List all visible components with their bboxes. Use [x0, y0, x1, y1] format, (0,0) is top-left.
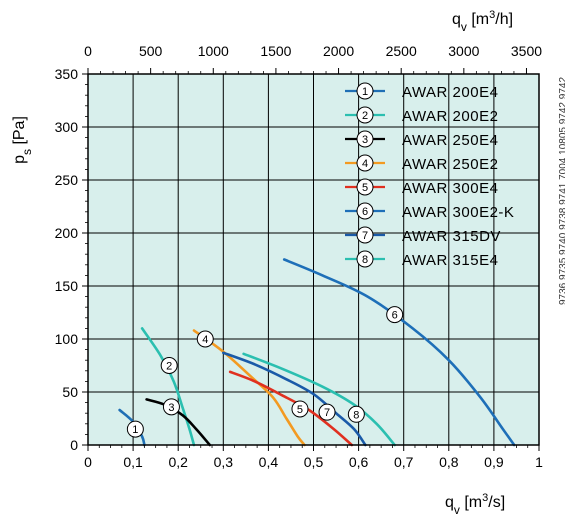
legend-label-1: AWAR 200E4: [402, 84, 498, 101]
curve-3: [145, 398, 212, 447]
side-code-text: 9736 9735 9740 9738 9741 7004 10805 9742…: [558, 77, 565, 305]
legend-marker-number: 5: [362, 182, 368, 194]
bottom-tick-label: 0,5: [304, 454, 324, 470]
left-tick-label: 150: [55, 278, 79, 294]
bottom-tick-label: 0,3: [214, 454, 234, 470]
top-tick-label: 3000: [448, 43, 479, 59]
bottom-tick-label: 0,1: [123, 454, 143, 470]
legend-marker-4: [356, 154, 374, 172]
left-tick-label: 50: [62, 384, 78, 400]
curve-label-5: 5: [297, 404, 303, 416]
top-tick-label: 500: [139, 43, 163, 59]
bottom-tick-label: 0,9: [484, 454, 504, 470]
left-tick-label: 350: [55, 66, 79, 82]
ticks: 0 0,1 0,2 0,3 0,4 0,5 0,6 0,7 0,8 0,9 105010015020…: [55, 43, 543, 470]
curve-label-marker-4: [196, 330, 214, 348]
bottom-tick-label: 1: [535, 454, 543, 470]
bottom-axis-title: qv [m3/s]: [445, 492, 505, 517]
legend-label-7: AWAR 315DV: [402, 228, 501, 245]
curve-label-marker-8: [347, 405, 365, 423]
bottom-tick-label: 0,6: [349, 454, 369, 470]
left-tick-label: 250: [55, 172, 79, 188]
top-tick-label: 1000: [198, 43, 229, 59]
curve-label-marker-2: [160, 357, 178, 374]
curve-2: [140, 327, 196, 447]
legend-marker-1: [356, 82, 374, 100]
curve-label-4: 4: [202, 334, 208, 346]
legend-marker-8: [356, 250, 374, 268]
legend-marker-number: 4: [362, 158, 368, 170]
curve-label-3: 3: [168, 402, 174, 414]
legend-label-4: AWAR 250E2: [402, 156, 498, 173]
legend-marker-7: [356, 226, 374, 244]
curve-label-7: 7: [324, 407, 330, 419]
legend-marker-number: 2: [362, 110, 368, 122]
left-tick-label: 0: [70, 437, 78, 453]
curve-label-marker-7: [318, 403, 336, 421]
curve-label-marker-5: [291, 400, 309, 418]
legend-label-6: AWAR 300E2-K: [402, 204, 514, 221]
legend-marker-number: 8: [362, 254, 368, 266]
curve-label-2: 2: [166, 361, 172, 373]
legend-marker-number: 6: [362, 206, 368, 218]
top-tick-label: 2000: [323, 43, 354, 59]
top-tick-label: 0: [84, 43, 92, 59]
bottom-tick-label: 0,8: [439, 454, 459, 470]
curve-6: [282, 258, 516, 447]
curve-8: [242, 352, 396, 447]
legend-marker-2: [356, 106, 374, 124]
legend-marker-6: [356, 202, 374, 220]
left-tick-label: 300: [55, 119, 79, 135]
legend-label-2: AWAR 200E2: [402, 108, 498, 125]
left-axis-title: ps [Pa]: [11, 116, 34, 164]
top-tick-label: 2500: [386, 43, 417, 59]
legend-marker-5: [356, 178, 374, 196]
legend-marker-number: 7: [362, 230, 368, 242]
bottom-tick-label: 0,7: [394, 454, 414, 470]
legend-marker-number: 1: [362, 86, 368, 98]
curve-label-marker-3: [162, 398, 180, 416]
bottom-tick-label: 0,4: [259, 454, 279, 470]
curve-label-marker-1: [126, 420, 144, 438]
curves: 1 2 3 4 5 6 7 8: [118, 258, 516, 447]
curve-label-8: 8: [353, 409, 359, 421]
legend-label-8: AWAR 315E4: [402, 252, 498, 269]
left-tick-label: 200: [55, 225, 79, 241]
curve-label-marker-6: [386, 306, 404, 324]
legend: 1 AWAR 200E4 2 AWAR 200E2 3 AWAR 250E4 4 AWAR 2…: [345, 82, 514, 269]
bottom-tick-label: 0: [84, 454, 92, 470]
top-tick-label: 1500: [260, 43, 291, 59]
top-axis-title: qv [m3/h]: [452, 9, 513, 34]
left-tick-label: 100: [55, 331, 79, 347]
top-tick-label: 3500: [511, 43, 542, 59]
bottom-tick-label: 0,2: [168, 454, 188, 470]
legend-label-3: AWAR 250E4: [402, 132, 498, 149]
curve-label-1: 1: [132, 424, 138, 436]
curve-7: [222, 351, 367, 447]
legend-label-5: AWAR 300E4: [402, 180, 498, 197]
axis-titles: qv [m3/s] qv [m3/h] ps [Pa]: [11, 9, 513, 517]
legend-marker-number: 3: [362, 134, 368, 146]
legend-marker-3: [356, 130, 374, 148]
curve-label-6: 6: [392, 310, 398, 322]
